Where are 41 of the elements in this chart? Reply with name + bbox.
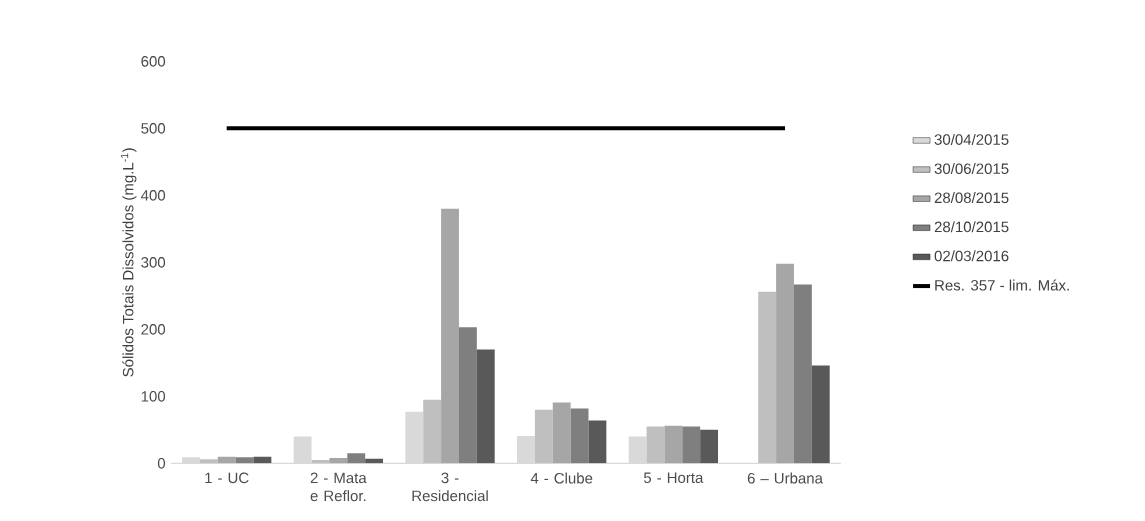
x-tick-label: 3 - Residencial bbox=[412, 472, 488, 502]
bar bbox=[646, 426, 665, 464]
legend-label: 28/10/2015 bbox=[934, 221, 1009, 233]
y-tick-label: 500 bbox=[141, 123, 166, 134]
x-tick-label: 2 - Mata e Reflor. bbox=[310, 472, 367, 502]
y-tick-label: 400 bbox=[140, 190, 166, 201]
y-tick-label: 600 bbox=[141, 56, 166, 67]
legend-label: 28/08/2015 bbox=[934, 192, 1009, 204]
x-tick-label: 5 - Horta bbox=[643, 472, 704, 484]
y-axis-title: Sólidos Totais Dissolvidos (mg.L$^{-1}$) bbox=[120, 148, 137, 377]
bar bbox=[758, 291, 777, 464]
bar bbox=[423, 399, 442, 464]
bar bbox=[441, 208, 459, 464]
bar bbox=[793, 284, 812, 464]
bar bbox=[329, 458, 348, 464]
bar bbox=[347, 453, 366, 464]
y-tick-label: 100 bbox=[141, 391, 166, 402]
bar bbox=[811, 365, 830, 464]
bar bbox=[217, 456, 236, 464]
bar bbox=[552, 402, 571, 464]
bar bbox=[664, 425, 683, 464]
x-tick-label: 1 - UC bbox=[205, 472, 249, 484]
x-tick-label: 4 - Clube bbox=[530, 472, 593, 484]
y-tick-label: 300 bbox=[141, 257, 166, 268]
bar bbox=[235, 457, 254, 464]
bar bbox=[458, 327, 477, 464]
bar bbox=[776, 263, 794, 464]
bar bbox=[199, 459, 218, 464]
legend-label: 30/04/2015 bbox=[934, 133, 1009, 145]
legend-label: 02/03/2016 bbox=[934, 250, 1009, 262]
y-tick-label: 200 bbox=[141, 324, 166, 335]
bar bbox=[476, 349, 495, 464]
y-tick-label: 0 bbox=[157, 458, 166, 469]
legend-label: 30/06/2015 bbox=[934, 163, 1009, 175]
bar bbox=[588, 420, 607, 464]
legend-label: Res. 357 - lim. Máx. bbox=[935, 279, 1069, 291]
bar bbox=[570, 408, 589, 464]
bar bbox=[682, 426, 701, 464]
bar bbox=[700, 429, 719, 464]
x-tick-label: 6 – Urbana bbox=[747, 472, 823, 484]
bar bbox=[534, 409, 553, 464]
